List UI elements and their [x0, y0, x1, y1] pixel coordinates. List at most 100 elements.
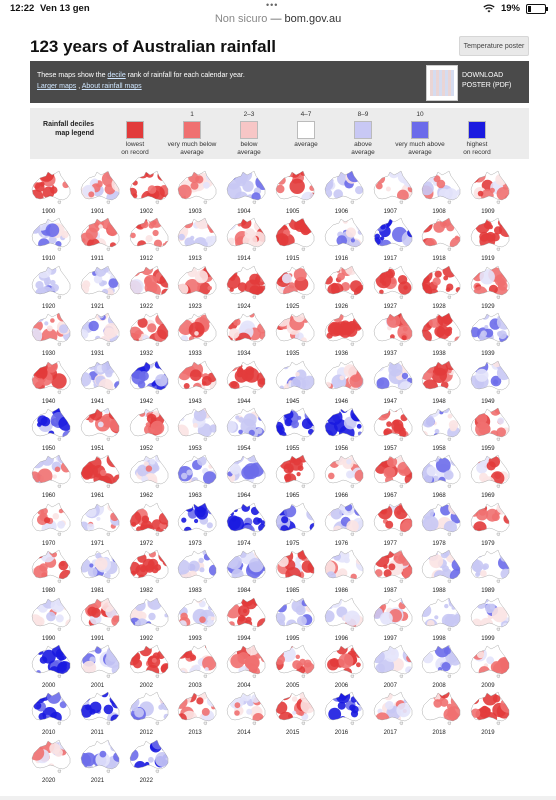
- rainfall-map-2014[interactable]: 2014: [225, 691, 273, 739]
- rainfall-map-1960[interactable]: 1960: [30, 454, 78, 502]
- rainfall-map-1989[interactable]: 1989: [469, 549, 517, 597]
- rainfall-map-2018[interactable]: 2018: [420, 691, 468, 739]
- rainfall-map-1979[interactable]: 1979: [469, 502, 517, 550]
- rainfall-map-1971[interactable]: 1971: [79, 502, 127, 550]
- rainfall-map-1929[interactable]: 1929: [469, 265, 517, 313]
- rainfall-map-1927[interactable]: 1927: [372, 265, 420, 313]
- rainfall-map-1975[interactable]: 1975: [274, 502, 322, 550]
- rainfall-map-1921[interactable]: 1921: [79, 265, 127, 313]
- rainfall-map-2005[interactable]: 2005: [274, 644, 322, 692]
- rainfall-map-1968[interactable]: 1968: [420, 454, 468, 502]
- rainfall-map-2001[interactable]: 2001: [79, 644, 127, 692]
- rainfall-map-1964[interactable]: 1964: [225, 454, 273, 502]
- rainfall-map-2007[interactable]: 2007: [372, 644, 420, 692]
- rainfall-map-1938[interactable]: 1938: [420, 312, 468, 360]
- rainfall-map-1916[interactable]: 1916: [323, 217, 371, 265]
- rainfall-map-1949[interactable]: 1949: [469, 360, 517, 408]
- rainfall-map-2000[interactable]: 2000: [30, 644, 78, 692]
- rainfall-map-1939[interactable]: 1939: [469, 312, 517, 360]
- rainfall-map-1922[interactable]: 1922: [128, 265, 176, 313]
- larger-maps-link[interactable]: Larger maps: [37, 83, 77, 90]
- rainfall-map-2020[interactable]: 2020: [30, 739, 78, 787]
- rainfall-map-1991[interactable]: 1991: [79, 597, 127, 645]
- rainfall-map-1947[interactable]: 1947: [372, 360, 420, 408]
- rainfall-map-1976[interactable]: 1976: [323, 502, 371, 550]
- rainfall-map-1952[interactable]: 1952: [128, 407, 176, 455]
- rainfall-map-1957[interactable]: 1957: [372, 407, 420, 455]
- rainfall-map-2006[interactable]: 2006: [323, 644, 371, 692]
- rainfall-map-1970[interactable]: 1970: [30, 502, 78, 550]
- rainfall-map-1910[interactable]: 1910: [30, 217, 78, 265]
- rainfall-map-1902[interactable]: 1902: [128, 170, 176, 218]
- rainfall-map-1954[interactable]: 1954: [225, 407, 273, 455]
- rainfall-map-1996[interactable]: 1996: [323, 597, 371, 645]
- rainfall-map-1944[interactable]: 1944: [225, 360, 273, 408]
- rainfall-map-2013[interactable]: 2013: [176, 691, 224, 739]
- rainfall-map-1912[interactable]: 1912: [128, 217, 176, 265]
- rainfall-map-1997[interactable]: 1997: [372, 597, 420, 645]
- rainfall-map-2017[interactable]: 2017: [372, 691, 420, 739]
- rainfall-map-1982[interactable]: 1982: [128, 549, 176, 597]
- rainfall-map-2019[interactable]: 2019: [469, 691, 517, 739]
- rainfall-map-1903[interactable]: 1903: [176, 170, 224, 218]
- rainfall-map-1928[interactable]: 1928: [420, 265, 468, 313]
- rainfall-map-1953[interactable]: 1953: [176, 407, 224, 455]
- rainfall-map-1917[interactable]: 1917: [372, 217, 420, 265]
- rainfall-map-2011[interactable]: 2011: [79, 691, 127, 739]
- rainfall-map-1963[interactable]: 1963: [176, 454, 224, 502]
- rainfall-map-1986[interactable]: 1986: [323, 549, 371, 597]
- rainfall-map-1933[interactable]: 1933: [176, 312, 224, 360]
- rainfall-map-1959[interactable]: 1959: [469, 407, 517, 455]
- rainfall-map-1992[interactable]: 1992: [128, 597, 176, 645]
- rainfall-map-1946[interactable]: 1946: [323, 360, 371, 408]
- rainfall-map-1974[interactable]: 1974: [225, 502, 273, 550]
- rainfall-map-1981[interactable]: 1981: [79, 549, 127, 597]
- rainfall-map-1985[interactable]: 1985: [274, 549, 322, 597]
- rainfall-map-1906[interactable]: 1906: [323, 170, 371, 218]
- rainfall-map-2008[interactable]: 2008: [420, 644, 468, 692]
- rainfall-map-1908[interactable]: 1908: [420, 170, 468, 218]
- rainfall-map-1919[interactable]: 1919: [469, 217, 517, 265]
- about-rainfall-maps-link[interactable]: About rainfall maps: [81, 83, 142, 90]
- rainfall-map-2012[interactable]: 2012: [128, 691, 176, 739]
- rainfall-map-1990[interactable]: 1990: [30, 597, 78, 645]
- rainfall-map-1969[interactable]: 1969: [469, 454, 517, 502]
- rainfall-map-1993[interactable]: 1993: [176, 597, 224, 645]
- rainfall-map-1950[interactable]: 1950: [30, 407, 78, 455]
- rainfall-map-2021[interactable]: 2021: [79, 739, 127, 787]
- rainfall-map-1924[interactable]: 1924: [225, 265, 273, 313]
- rainfall-map-1911[interactable]: 1911: [79, 217, 127, 265]
- rainfall-map-2002[interactable]: 2002: [128, 644, 176, 692]
- rainfall-map-1931[interactable]: 1931: [79, 312, 127, 360]
- rainfall-map-1961[interactable]: 1961: [79, 454, 127, 502]
- rainfall-map-2010[interactable]: 2010: [30, 691, 78, 739]
- rainfall-map-1945[interactable]: 1945: [274, 360, 322, 408]
- rainfall-map-1983[interactable]: 1983: [176, 549, 224, 597]
- rainfall-map-1988[interactable]: 1988: [420, 549, 468, 597]
- rainfall-map-1977[interactable]: 1977: [372, 502, 420, 550]
- rainfall-map-1934[interactable]: 1934: [225, 312, 273, 360]
- rainfall-map-1978[interactable]: 1978: [420, 502, 468, 550]
- rainfall-map-1900[interactable]: 1900: [30, 170, 78, 218]
- rainfall-map-1995[interactable]: 1995: [274, 597, 322, 645]
- rainfall-map-1984[interactable]: 1984: [225, 549, 273, 597]
- rainfall-map-1935[interactable]: 1935: [274, 312, 322, 360]
- rainfall-map-1948[interactable]: 1948: [420, 360, 468, 408]
- rainfall-map-1966[interactable]: 1966: [323, 454, 371, 502]
- rainfall-map-1914[interactable]: 1914: [225, 217, 273, 265]
- multitasking-dots[interactable]: •••: [266, 0, 279, 10]
- rainfall-map-2016[interactable]: 2016: [323, 691, 371, 739]
- rainfall-map-1940[interactable]: 1940: [30, 360, 78, 408]
- rainfall-map-2003[interactable]: 2003: [176, 644, 224, 692]
- rainfall-map-1936[interactable]: 1936: [323, 312, 371, 360]
- rainfall-map-1905[interactable]: 1905: [274, 170, 322, 218]
- rainfall-map-1994[interactable]: 1994: [225, 597, 273, 645]
- rainfall-map-2022[interactable]: 2022: [128, 739, 176, 787]
- rainfall-map-1909[interactable]: 1909: [469, 170, 517, 218]
- rainfall-map-2004[interactable]: 2004: [225, 644, 273, 692]
- rainfall-map-1937[interactable]: 1937: [372, 312, 420, 360]
- rainfall-map-1980[interactable]: 1980: [30, 549, 78, 597]
- rainfall-map-2015[interactable]: 2015: [274, 691, 322, 739]
- download-poster-link[interactable]: DOWNLOAD POSTER (PDF): [462, 71, 511, 91]
- rainfall-map-1932[interactable]: 1932: [128, 312, 176, 360]
